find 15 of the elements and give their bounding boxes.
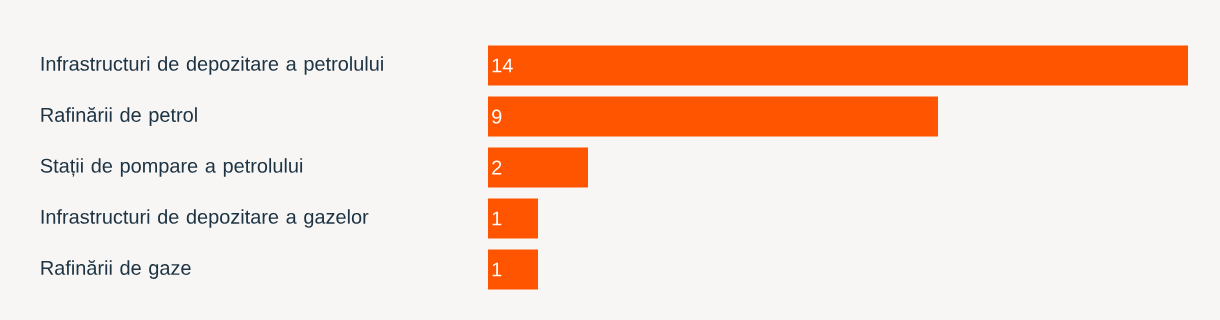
bar <box>488 249 538 290</box>
data-label: 1 <box>492 211 502 226</box>
bar <box>488 96 938 137</box>
bar <box>488 198 538 239</box>
y-tick-label: Infrastructuri de depozitare a gazelor <box>41 209 369 228</box>
data-label: 2 <box>492 160 502 175</box>
y-tick-label: Rafinării de gaze <box>41 260 191 279</box>
data-label: 1 <box>492 262 502 277</box>
data-label: 9 <box>492 109 502 124</box>
y-tick-label: Infrastructuri de depozitare a petrolului <box>41 56 383 75</box>
y-tick-label: Stații de pompare a petrolului <box>40 158 303 177</box>
bar <box>488 45 1189 86</box>
bar <box>488 147 588 188</box>
y-tick-label: Rafinării de petrol <box>41 107 197 126</box>
data-label: 14 <box>492 58 513 73</box>
